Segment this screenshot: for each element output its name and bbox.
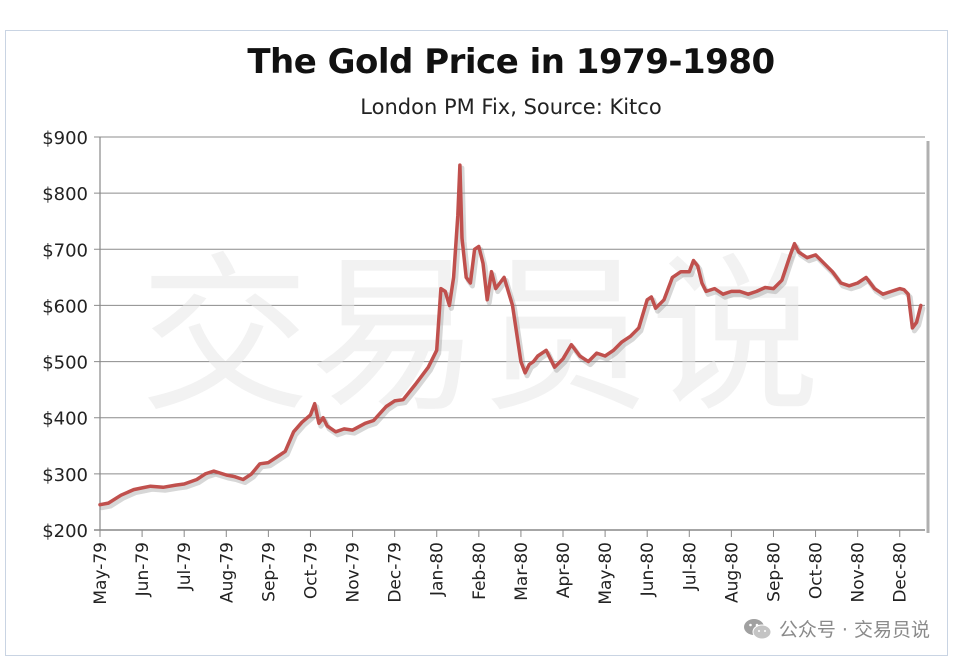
x-tick-label: May-80 <box>596 542 616 605</box>
x-tick-label: Sep-80 <box>764 542 784 602</box>
x-tick-label: Apr-80 <box>554 542 574 598</box>
series-layer <box>98 163 926 511</box>
x-tick-label: Oct-79 <box>301 542 321 599</box>
y-tick-label: $600 <box>42 296 88 317</box>
x-tick-label: Nov-80 <box>849 542 869 603</box>
x-tick-label: Jun-80 <box>638 542 658 597</box>
x-tick-label: Aug-80 <box>722 542 742 603</box>
x-tick-label: May-79 <box>91 542 111 605</box>
footer-text: 公众号 · 交易员说 <box>778 619 930 641</box>
x-tick-label: Mar-80 <box>512 542 532 601</box>
y-tick-label: $200 <box>42 521 88 542</box>
x-tick-label: Jul-79 <box>175 542 195 591</box>
y-tick-label: $700 <box>42 240 88 261</box>
x-tick-label: Sep-79 <box>259 542 279 602</box>
axes <box>99 137 930 537</box>
x-tick-label: Jun-79 <box>133 542 153 597</box>
y-tick-label: $300 <box>42 465 88 486</box>
x-tick-labels: May-79 Jun-79 Jul-79 Aug-79 Sep-79 Oct-79 Nov-… <box>91 542 911 605</box>
x-tick-label: Feb-80 <box>470 542 490 600</box>
y-tick-label: $400 <box>42 409 88 430</box>
wechat-icon <box>743 618 772 639</box>
gridlines <box>94 136 925 531</box>
x-tick-label: Aug-79 <box>217 542 237 603</box>
y-tick-label: $900 <box>42 128 88 149</box>
chart-title: The Gold Price in 1979-1980 <box>247 42 775 82</box>
x-tick-label: Jan-80 <box>428 542 448 597</box>
chart-subtitle: London PM Fix, Source: Kitco <box>360 95 662 119</box>
y-tick-label: $500 <box>42 353 88 374</box>
x-tick-label: Jul-80 <box>680 542 700 591</box>
y-tick-label: $800 <box>42 184 88 205</box>
x-tick-label: Dec-80 <box>891 542 911 603</box>
x-tick-label: Dec-79 <box>386 542 406 603</box>
footer-attribution: 公众号 · 交易员说 <box>743 615 930 642</box>
x-tick-label: Oct-80 <box>807 542 827 599</box>
x-tick-label: Nov-79 <box>344 542 364 603</box>
watermark: 交易员说 <box>140 238 820 436</box>
y-tick-labels: $200 $300 $400 $500 $600 $700 $800 $900 <box>42 128 88 542</box>
chart-frame <box>5 30 948 656</box>
